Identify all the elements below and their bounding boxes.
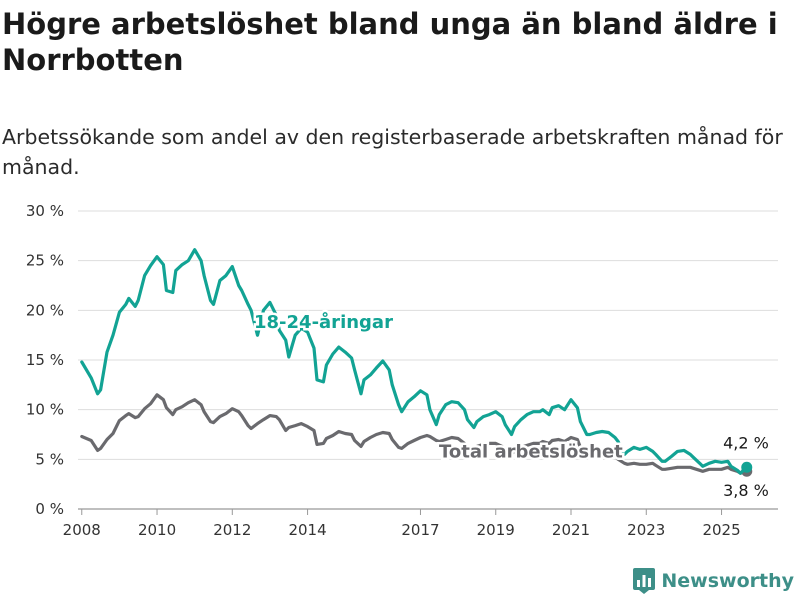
- x-tick-label: 2025: [702, 521, 740, 539]
- y-tick-label: 5 %: [35, 450, 64, 468]
- line-chart: 0 %5 %10 %15 %20 %25 %30 % 2008 2010 2012 2…: [26, 202, 778, 539]
- x-tick-label: 2008: [63, 521, 101, 539]
- newsworthy-logo: Newsworthy: [633, 568, 794, 594]
- x-tick-label: 2023: [627, 521, 665, 539]
- y-tick-label: 15 %: [26, 351, 64, 369]
- y-axis: 0 % 5 % 10 % 15 % 20 % 25 % 30 %: [26, 202, 64, 518]
- series-line-youth: [80, 248, 749, 475]
- y-tick-label: 0 %: [35, 500, 64, 518]
- series-line-total: [80, 393, 749, 475]
- y-tick-label: 30 %: [26, 202, 64, 220]
- x-tick-label: 2012: [213, 521, 251, 539]
- y-tick-label: 10 %: [26, 401, 64, 419]
- logo-text: Newsworthy: [661, 570, 794, 592]
- x-axis: 2008 2010 2012 2014 2017 2019 2021 2023 2025: [63, 509, 741, 539]
- grid-layer: [78, 210, 778, 510]
- y-tick-label: 25 %: [26, 252, 64, 270]
- x-tick-label: 2014: [288, 521, 326, 539]
- bar-chart-icon: [633, 568, 656, 594]
- y-tick-label: 20 %: [26, 301, 64, 319]
- chart-title: Högre arbetslöshet bland unga än bland ä…: [2, 7, 778, 77]
- x-tick-label: 2010: [138, 521, 176, 539]
- end-value-label-total: 3,8 %: [723, 481, 769, 500]
- end-point-youth: [741, 461, 753, 473]
- series-label-total: Total arbetslöshet: [439, 441, 623, 462]
- series-label-youth: 18-24-åringar: [254, 311, 393, 333]
- x-tick-label: 2021: [552, 521, 590, 539]
- x-tick-label: 2019: [477, 521, 515, 539]
- end-value-label-youth: 4,2 %: [723, 433, 769, 452]
- series-layer: [80, 248, 753, 477]
- labels-layer: 18-24-åringar Total arbetslöshet 4,2 % 3,8 …: [252, 309, 771, 502]
- x-tick-label: 2017: [401, 521, 439, 539]
- chart-subtitle: Arbetssökande som andel av den registerb…: [2, 125, 783, 179]
